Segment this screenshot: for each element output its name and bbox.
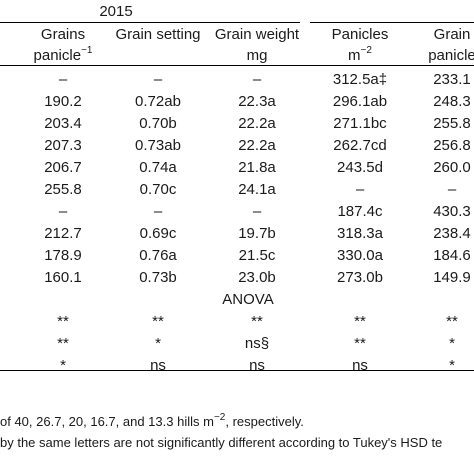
column-header: Grain xyxy=(433,26,471,43)
unit-label: panicle xyxy=(428,47,474,64)
table-cell: – xyxy=(153,71,163,88)
table-cell: – xyxy=(58,71,68,88)
table-cell: 296.1ab xyxy=(332,93,388,110)
anova-cell: ns§ xyxy=(244,335,270,352)
table-cell: 271.1bc xyxy=(333,115,387,132)
anova-cell: * xyxy=(60,357,66,374)
table-cell: 21.5c xyxy=(238,247,276,264)
table-cell: – xyxy=(447,181,457,198)
table-cell: 0.69c xyxy=(139,225,177,242)
table-cell: 190.2 xyxy=(44,93,82,110)
table-cell: 160.1 xyxy=(44,269,82,286)
table-cell: 187.4c xyxy=(337,203,383,220)
table-cell: 206.7 xyxy=(44,159,82,176)
table-cell: 178.9 xyxy=(44,247,82,264)
anova-cell: ** xyxy=(152,313,164,330)
anova-cell: * xyxy=(449,357,455,374)
table-cell: – xyxy=(355,181,365,198)
table-cell: – xyxy=(58,203,68,220)
table-bottom-rule xyxy=(0,370,474,371)
unit-label: m−2 xyxy=(348,45,372,65)
table-cell: 312.5a‡ xyxy=(332,71,388,88)
table-cell: 256.8 xyxy=(433,137,471,154)
column-header: Grain weight xyxy=(214,26,300,43)
table-cell: 330.0a xyxy=(337,247,383,264)
anova-cell: ** xyxy=(251,313,263,330)
year-rule-right xyxy=(310,22,474,23)
table-cell: 22.2a xyxy=(238,115,276,132)
anova-cell: ** xyxy=(446,313,458,330)
table-cell: 260.0 xyxy=(433,159,471,176)
anova-cell: ** xyxy=(354,313,366,330)
anova-cell: ns xyxy=(150,357,166,374)
table-cell: 0.76a xyxy=(139,247,177,264)
table-cell: 0.70b xyxy=(139,115,177,132)
table-cell: 24.1a xyxy=(238,181,276,198)
table-cell: 149.9 xyxy=(433,269,471,286)
table-cell: 19.7b xyxy=(238,225,276,242)
table-cell: – xyxy=(153,203,163,220)
anova-cell: ** xyxy=(57,335,69,352)
footnote-2: by the same letters are not significantl… xyxy=(0,435,443,450)
table-cell: 255.8 xyxy=(44,181,82,198)
anova-cell: ns xyxy=(352,357,368,374)
column-header: Panicles xyxy=(331,26,389,43)
table-cell: 23.0b xyxy=(238,269,276,286)
footnote-1: of 40, 26.7, 20, 16.7, and 13.3 hills m−… xyxy=(0,411,304,429)
table-cell: 0.72ab xyxy=(135,93,181,110)
table-cell: – xyxy=(252,203,262,220)
anova-cell: * xyxy=(449,335,455,352)
table-cell: 273.0b xyxy=(337,269,383,286)
table-cell: 0.74a xyxy=(139,159,177,176)
anova-cell: ns xyxy=(249,357,265,374)
anova-cell: * xyxy=(155,335,161,352)
header-bottom-rule xyxy=(0,65,474,66)
table-cell: 243.5d xyxy=(337,159,383,176)
table-cell: 22.3a xyxy=(238,93,276,110)
table-cell: 0.70c xyxy=(139,181,177,198)
table-cell: 430.3 xyxy=(433,203,471,220)
unit-label: mg xyxy=(246,47,268,64)
unit-label: panicle−1 xyxy=(33,45,93,65)
table-cell: 262.7cd xyxy=(333,137,387,154)
table-cell: 21.8a xyxy=(238,159,276,176)
table-cell: 203.4 xyxy=(44,115,82,132)
column-header: Grains xyxy=(40,26,86,43)
table-cell: – xyxy=(252,71,262,88)
year-rule-left xyxy=(0,22,300,23)
table-cell: 0.73ab xyxy=(135,137,181,154)
table-cell: 212.7 xyxy=(44,225,82,242)
column-header: Grain setting xyxy=(115,26,201,43)
year-header: 2015 xyxy=(99,3,133,20)
table-cell: 22.2a xyxy=(238,137,276,154)
table-cell: 255.8 xyxy=(433,115,471,132)
table-cell: 248.3 xyxy=(433,93,471,110)
table-cell: 238.4 xyxy=(433,225,471,242)
table-cell: 0.73b xyxy=(139,269,177,286)
anova-cell: ** xyxy=(354,335,366,352)
table-cell: 233.1 xyxy=(433,71,471,88)
anova-label: ANOVA xyxy=(222,291,274,308)
anova-cell: ** xyxy=(57,313,69,330)
table-cell: 318.3a xyxy=(337,225,383,242)
table-cell: 184.6 xyxy=(433,247,471,264)
table-cell: 207.3 xyxy=(44,137,82,154)
